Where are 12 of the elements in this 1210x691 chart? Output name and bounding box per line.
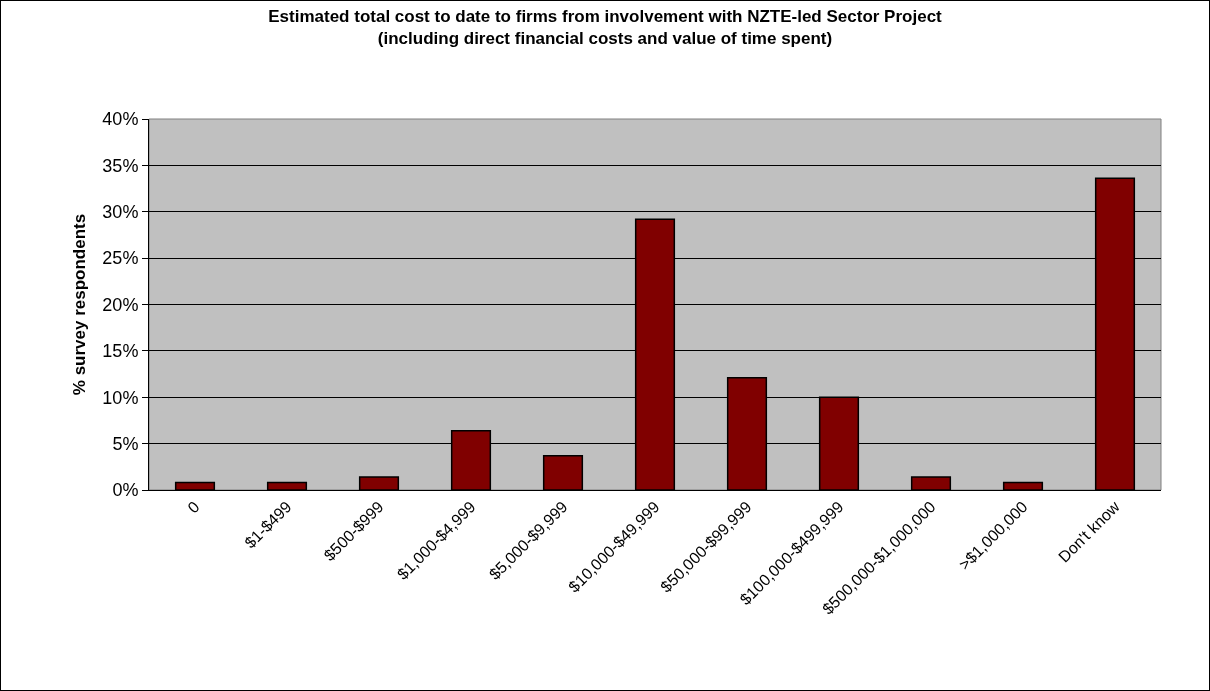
- y-tick-label: 20%: [102, 294, 139, 315]
- y-tick-label: 30%: [102, 202, 139, 223]
- y-tick-label: 5%: [112, 433, 139, 454]
- y-tick-label: 25%: [102, 248, 139, 269]
- y-axis-title: % survey respondents: [69, 213, 89, 396]
- x-tick-label: 0: [184, 497, 203, 517]
- y-tick-label: 10%: [102, 387, 139, 408]
- chart-title: Estimated total cost to date to firms from involvement with NZTE-led Sector Project (including direct financial costs and value of time spent): [268, 6, 943, 48]
- y-tick-label: 35%: [102, 155, 139, 176]
- y-tick-label: 0%: [112, 480, 139, 501]
- y-tick-label: 40%: [102, 109, 139, 130]
- y-tick-label: 15%: [102, 341, 139, 362]
